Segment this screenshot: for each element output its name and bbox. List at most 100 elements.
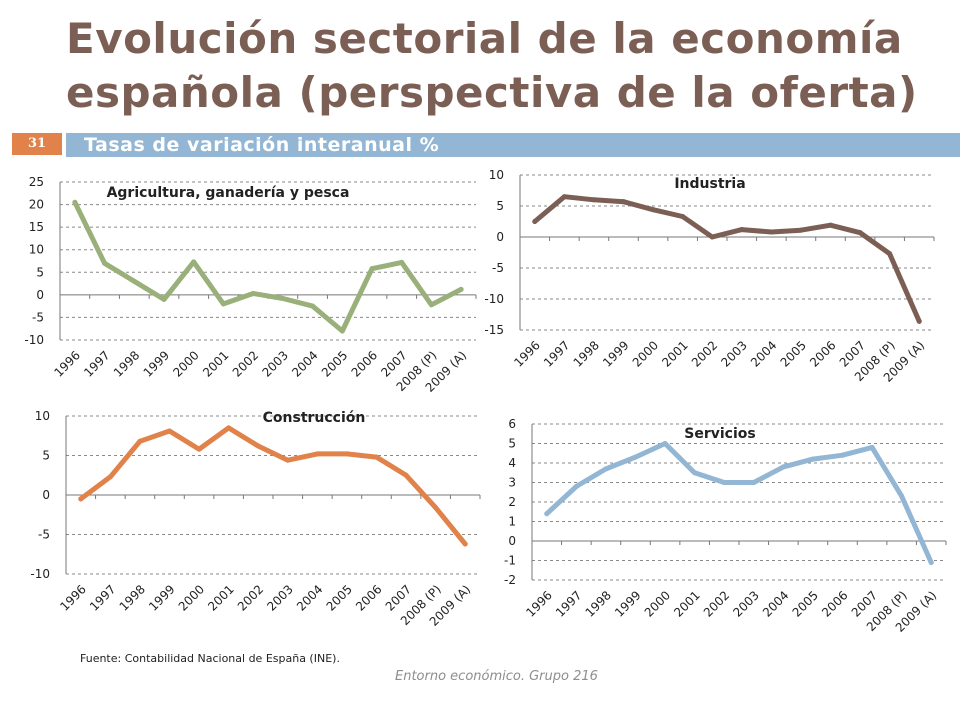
agricultura-series-line — [72, 199, 464, 334]
industria-x-tick-label: 2004 — [748, 338, 779, 369]
industria-x-tick-label: 1996 — [511, 338, 542, 369]
agricultura-chart-title: Agricultura, ganadería y pesca — [107, 185, 350, 201]
construccion-series-line — [78, 425, 468, 547]
agricultura-data-point — [72, 199, 78, 205]
industria-y-tick-label: 0 — [496, 230, 504, 244]
construccion-y-tick-label: -10 — [30, 567, 50, 581]
servicios-x-tick-label: 2001 — [671, 588, 702, 619]
agricultura-x-tick-label: 2000 — [170, 348, 201, 379]
construccion-data-point — [137, 438, 143, 444]
construccion-data-point — [255, 443, 261, 449]
servicios-data-point — [544, 511, 550, 517]
servicios-data-point — [603, 466, 609, 472]
construccion-x-tick-label: 2004 — [294, 582, 325, 613]
agricultura-data-point — [280, 295, 286, 301]
industria-x-tick-label: 1998 — [571, 338, 602, 369]
agricultura-data-point — [102, 260, 108, 266]
servicios-y-tick-label: 5 — [508, 437, 516, 451]
footer-text: Entorno económico. Grupo 216 — [395, 669, 598, 684]
construccion-data-point — [433, 505, 439, 511]
construccion-x-tick-label: 2003 — [264, 582, 295, 613]
agricultura-y-tick-label: -10 — [24, 333, 44, 347]
agricultura-y-tick-label: 0 — [36, 288, 44, 302]
agricultura-data-point — [131, 278, 137, 284]
construccion-data-point — [167, 428, 172, 434]
industria-data-point — [828, 222, 833, 228]
industria-chart: -15 -10 -5 0 5 10 1996199719981999200020012002… — [484, 168, 935, 385]
agricultura-data-point — [250, 291, 256, 297]
industria-x-tick-label: 2003 — [718, 338, 749, 369]
agricultura-data-point — [191, 259, 197, 265]
industria-data-point — [532, 219, 538, 224]
construccion-data-point — [285, 457, 291, 463]
construccion-data-point — [374, 454, 379, 460]
industria-x-tick-label: 2005 — [778, 338, 809, 369]
construccion-x-tick-label: 1998 — [117, 582, 148, 613]
industria-series-line — [532, 194, 922, 324]
servicios-chart-title: Servicios — [684, 426, 755, 442]
servicios-data-point — [662, 441, 668, 446]
subtitle: Tasas de variación interanual % — [84, 134, 440, 156]
servicios-y-tick-label: 2 — [508, 495, 516, 509]
servicios-y-tick-label: 3 — [508, 476, 516, 490]
servicios-y-tick-label: 6 — [508, 417, 516, 431]
agricultura-data-point — [339, 328, 345, 334]
industria-x-tick-label: 2002 — [689, 338, 720, 369]
agricultura-y-tick-label: 15 — [29, 220, 44, 234]
servicios-x-tick-label: 1997 — [553, 588, 584, 619]
industria-x-tick-label: 1999 — [600, 338, 631, 369]
servicios-data-point — [928, 559, 934, 565]
agricultura-y-tick-label: 10 — [29, 243, 44, 257]
industria-y-tick-label: -5 — [492, 261, 504, 275]
construccion-data-point — [462, 541, 468, 547]
industria-y-tick-label: 5 — [496, 199, 504, 213]
servicios-x-tick-label: 2004 — [760, 588, 791, 619]
servicios-data-point — [869, 444, 875, 450]
construccion-x-tick-label: 2001 — [205, 582, 236, 613]
servicios-x-tick-label: 1998 — [583, 588, 614, 619]
industria-data-point — [680, 214, 686, 220]
agricultura-x-tick-label: 1997 — [81, 348, 112, 379]
agricultura-x-tick-label: 2006 — [349, 348, 380, 379]
servicios-x-tick-label: 1996 — [523, 588, 554, 619]
industria-data-point — [561, 194, 567, 200]
source-note: Fuente: Contabilidad Nacional de España … — [80, 652, 340, 665]
agricultura-data-point — [369, 266, 375, 272]
construccion-x-tick-label: 1999 — [146, 582, 177, 613]
servicios-chart: -2-1012345619961997199819992000200120022… — [504, 417, 947, 635]
construccion-chart: -10-505101996199719981999200020012002200… — [30, 409, 481, 629]
agricultura-x-tick-label: 2003 — [259, 348, 290, 379]
servicios-y-tick-label: 0 — [508, 534, 516, 548]
agricultura-x-tick-label: 1998 — [111, 348, 142, 379]
construccion-data-point — [314, 451, 320, 457]
servicios-data-point — [573, 483, 579, 489]
servicios-x-tick-label: 2003 — [730, 588, 761, 619]
industria-x-tick-label: 2000 — [630, 338, 661, 369]
servicios-data-point — [751, 480, 757, 485]
servicios-y-tick-label: -1 — [504, 554, 516, 568]
agricultura-data-point — [428, 302, 434, 308]
agricultura-y-tick-label: -5 — [32, 310, 44, 324]
agricultura-data-point — [161, 296, 167, 302]
industria-data-point — [798, 227, 804, 233]
servicios-y-tick-label: 4 — [508, 456, 516, 470]
servicios-x-tick-label: 2002 — [701, 588, 732, 619]
industria-data-point — [768, 229, 774, 235]
construccion-x-tick-label: 1996 — [57, 582, 88, 613]
agricultura-x-tick-label: 2001 — [200, 348, 231, 379]
construccion-x-tick-label: 2000 — [176, 582, 207, 613]
industria-x-tick-label: 2006 — [807, 338, 838, 369]
industria-y-tick-label: 10 — [489, 168, 504, 182]
servicios-data-point — [692, 470, 698, 476]
industria-x-tick-label: 1997 — [541, 338, 572, 369]
page-title: Evolución sectorial de la economía españ… — [66, 14, 918, 117]
servicios-y-tick-label: 1 — [508, 515, 516, 529]
agricultura-x-tick-label: 1999 — [141, 348, 172, 379]
agricultura-y-tick-label: 20 — [29, 198, 44, 212]
industria-data-point — [709, 234, 715, 240]
agricultura-x-tick-label: 2004 — [289, 348, 320, 379]
industria-chart-title: Industria — [674, 176, 745, 192]
construccion-y-tick-label: 5 — [42, 449, 50, 463]
subtitle-bar — [66, 133, 960, 157]
construccion-data-point — [196, 446, 202, 452]
